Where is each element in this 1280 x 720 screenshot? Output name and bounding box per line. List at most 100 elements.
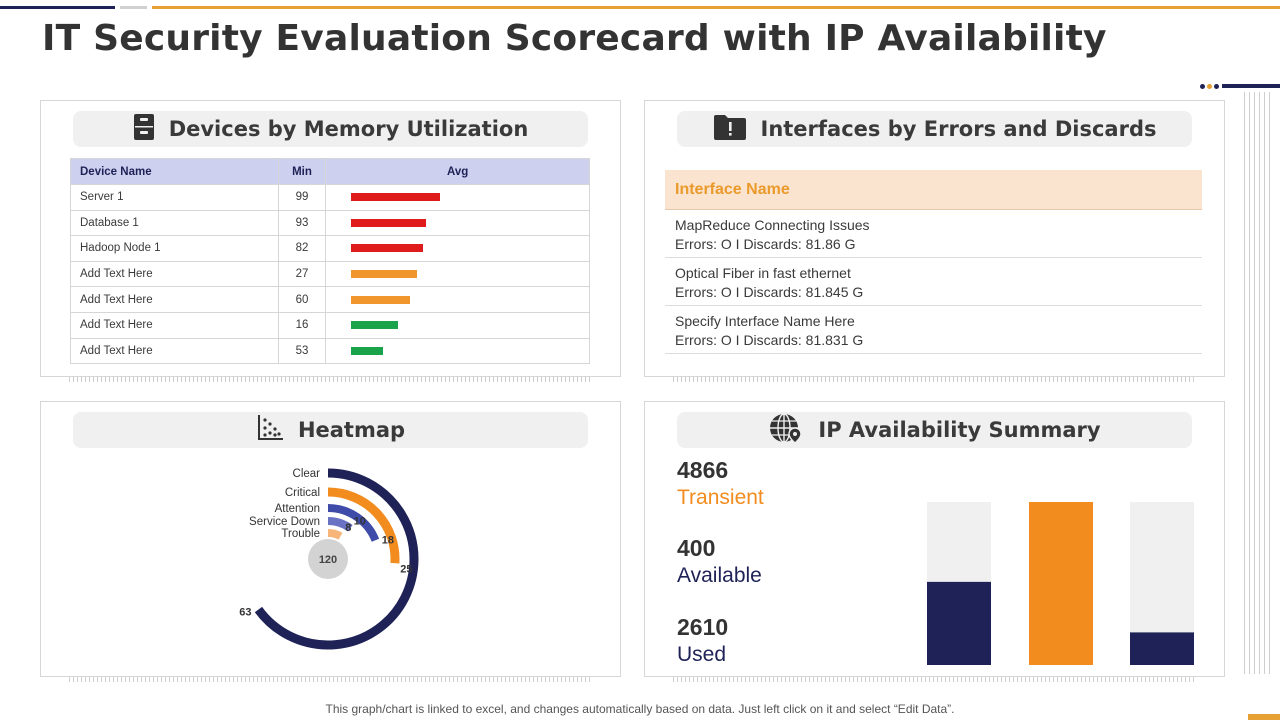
ip-panel-title: IP Availability Summary <box>818 418 1101 442</box>
device-min: 60 <box>277 286 327 313</box>
avg-bar <box>351 270 418 279</box>
panel-hatch <box>673 377 1196 382</box>
memory-table-row: Add Text Here 27 <box>70 260 590 288</box>
interfaces-panel: Interfaces by Errors and Discards Interf… <box>644 100 1225 382</box>
used-value: 2610 <box>677 614 729 640</box>
footer-note: This graph/chart is linked to excel, and… <box>325 702 955 716</box>
decorative-vertical-lines <box>1244 92 1274 674</box>
file-cabinet-icon <box>133 113 155 146</box>
heatmap-ring-value: 63 <box>239 607 251 619</box>
device-avg <box>325 209 590 237</box>
heatmap-ring-label: Attention <box>275 503 320 515</box>
heatmap-ring-label: Service Down <box>249 516 320 528</box>
device-avg <box>325 260 590 288</box>
interface-name: Specify Interface Name Here <box>675 313 855 329</box>
device-name: Add Text Here <box>70 311 279 339</box>
scatter-plot-icon <box>256 414 284 447</box>
ip-bar-fill <box>1029 502 1093 665</box>
heatmap-ring-label: Clear <box>293 468 321 480</box>
heatmap-ring-arc <box>327 517 353 532</box>
heatmap-ring-arc <box>327 487 400 564</box>
avg-bar <box>351 193 441 202</box>
heatmap-panel: Heatmap 120 Clear 63 Critical 25 Attention 18 S… <box>40 401 621 682</box>
ip-bar-fill <box>927 581 991 665</box>
folder-alert-icon <box>713 113 747 146</box>
heatmap-ring-label: Critical <box>285 487 320 499</box>
memory-table-row: Hadoop Node 1 82 <box>70 235 590 262</box>
device-name: Server 1 <box>70 184 279 211</box>
heatmap-panel-title: Heatmap <box>297 418 406 442</box>
device-avg <box>325 184 590 211</box>
device-avg <box>325 286 590 313</box>
memory-table-row: Add Text Here 53 <box>70 337 590 365</box>
devices-panel-title: Devices by Memory Utilization <box>168 117 529 141</box>
device-avg <box>325 337 590 365</box>
top-accent-orange <box>152 6 1280 9</box>
heatmap-ring-value: 8 <box>345 522 351 534</box>
interface-name-header: Interface Name <box>665 170 1202 210</box>
heatmap-center-value: 120 <box>319 554 337 566</box>
device-min: 53 <box>277 337 327 365</box>
right-accent-bar <box>1222 84 1280 88</box>
col-device-name: Device Name <box>70 158 279 185</box>
top-accent-navy <box>0 6 115 9</box>
heatmap-ring-value: 10 <box>354 515 366 527</box>
ip-bar-fill <box>1130 632 1194 665</box>
heatmap-center-circle <box>308 539 348 579</box>
device-name: Add Text Here <box>70 286 279 313</box>
top-accent-gray <box>120 6 147 9</box>
interface-name: Optical Fiber in fast ethernet <box>675 265 851 281</box>
panel-hatch <box>69 677 592 682</box>
panel-hatch <box>673 677 1196 682</box>
transient-label: Transient <box>677 486 764 509</box>
transient-value: 4866 <box>677 457 729 483</box>
col-min: Min <box>277 158 327 185</box>
memory-table-row: Database 1 93 <box>70 209 590 237</box>
avg-bar <box>351 218 427 227</box>
globe-pin-icon <box>768 412 804 449</box>
avg-bar <box>351 244 424 253</box>
device-min: 27 <box>277 260 327 288</box>
heatmap-radial-chart: 120 Clear 63 Critical 25 Attention 18 Service D… <box>239 468 419 650</box>
memory-table-header: Device Name Min Avg <box>70 158 590 185</box>
heatmap-panel-header: Heatmap <box>73 412 588 448</box>
devices-panel-header: Devices by Memory Utilization <box>73 111 588 147</box>
interface-detail: Errors: O I Discards: 81.831 G <box>675 332 864 348</box>
available-label: Available <box>677 564 762 587</box>
interfaces-panel-header: Interfaces by Errors and Discards <box>677 111 1192 147</box>
available-value: 400 <box>677 535 716 561</box>
avg-bar <box>351 346 384 355</box>
panel-hatch <box>69 377 592 382</box>
heatmap-ring-arc <box>254 468 419 650</box>
device-name: Hadoop Node 1 <box>70 235 279 262</box>
avg-bar <box>351 321 399 330</box>
ip-availability-bars <box>927 502 1194 665</box>
device-name: Add Text Here <box>70 260 279 288</box>
heatmap-ring-label: Trouble <box>281 528 320 540</box>
heatmap-ring-arc <box>327 504 380 542</box>
interface-row: Optical Fiber in fast ethernet Errors: O… <box>665 258 1202 306</box>
device-avg <box>325 311 590 339</box>
device-min: 82 <box>277 235 327 262</box>
device-min: 93 <box>277 209 327 237</box>
used-label: Used <box>677 643 727 666</box>
device-name: Add Text Here <box>70 337 279 365</box>
decorative-dots <box>1200 84 1219 89</box>
corner-accent <box>1248 714 1280 720</box>
heatmap-ring-value: 25 <box>400 564 412 576</box>
device-name: Database 1 <box>70 209 279 237</box>
interface-detail: Errors: O I Discards: 81.845 G <box>675 284 864 300</box>
ip-panel: IP Availability Summary 4866 Transient 4… <box>644 401 1225 682</box>
memory-table-row: Server 1 99 <box>70 184 590 211</box>
interface-row: Specify Interface Name Here Errors: O I … <box>665 306 1202 354</box>
memory-table: Device Name Min Avg Server 1 99 Database 1… <box>70 158 590 365</box>
memory-table-row: Add Text Here 16 <box>70 311 590 339</box>
interface-detail: Errors: O I Discards: 81.86 G <box>675 236 856 252</box>
device-min: 16 <box>277 311 327 339</box>
avg-bar <box>351 295 411 304</box>
interfaces-panel-title: Interfaces by Errors and Discards <box>760 117 1157 141</box>
interface-row: MapReduce Connecting Issues Errors: O I … <box>665 210 1202 258</box>
interface-name: MapReduce Connecting Issues <box>675 217 870 233</box>
heatmap-ring-arc <box>327 529 343 540</box>
page-title: IT Security Evaluation Scorecard with IP… <box>42 18 1107 59</box>
